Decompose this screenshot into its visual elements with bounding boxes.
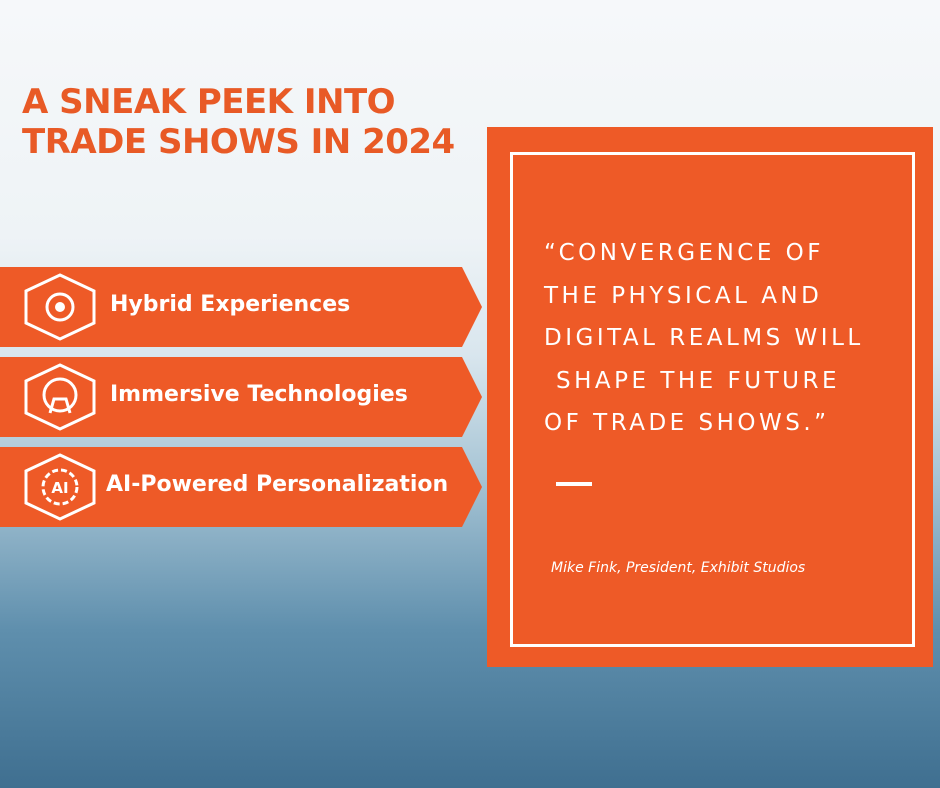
quote-box bbox=[487, 127, 933, 667]
quote-frame bbox=[510, 152, 915, 647]
banner: AI bbox=[0, 447, 482, 527]
item-label: AI-Powered Personalization bbox=[106, 472, 449, 497]
banner bbox=[0, 267, 482, 347]
quote-line: “CONVERGENCE OF bbox=[544, 240, 825, 266]
banner bbox=[0, 357, 482, 437]
icon-text: AI bbox=[51, 479, 68, 497]
divider bbox=[556, 482, 592, 486]
quote-line: SHAPE THE FUTURE bbox=[556, 368, 840, 394]
quote-line: OF TRADE SHOWS.” bbox=[544, 410, 830, 436]
quote-line: DIGITAL REALMS WILL bbox=[544, 325, 864, 351]
item-label: Hybrid Experiences bbox=[110, 292, 351, 317]
attribution: Mike Fink, President, Exhibit Studios bbox=[551, 560, 806, 576]
title: A SNEAK PEEK INTO bbox=[22, 82, 396, 122]
title: TRADE SHOWS IN 2024 bbox=[22, 122, 455, 162]
quote-line: THE PHYSICAL AND bbox=[544, 283, 823, 309]
item-label: Immersive Technologies bbox=[110, 382, 408, 407]
